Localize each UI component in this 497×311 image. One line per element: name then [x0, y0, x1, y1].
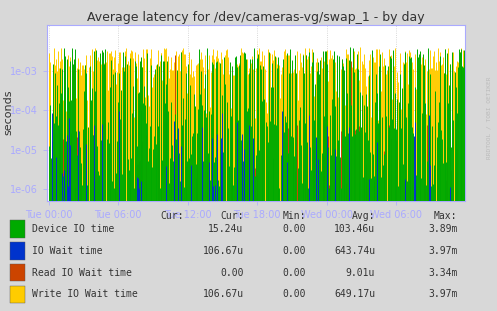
Text: Cur:: Cur: — [161, 211, 184, 221]
Text: Read IO Wait time: Read IO Wait time — [32, 268, 132, 278]
Text: 0.00: 0.00 — [220, 268, 244, 278]
Text: Min:: Min: — [282, 211, 306, 221]
Text: IO Wait time: IO Wait time — [32, 246, 103, 256]
FancyBboxPatch shape — [10, 264, 25, 281]
Text: Avg:: Avg: — [352, 211, 375, 221]
Text: 103.46u: 103.46u — [334, 224, 375, 234]
FancyBboxPatch shape — [10, 242, 25, 260]
Text: Device IO time: Device IO time — [32, 224, 114, 234]
Text: 15.24u: 15.24u — [208, 224, 244, 234]
FancyBboxPatch shape — [10, 220, 25, 238]
Text: 3.34m: 3.34m — [428, 268, 457, 278]
FancyBboxPatch shape — [10, 286, 25, 303]
Text: RRDTOOL / TOBI OETIKER: RRDTOOL / TOBI OETIKER — [486, 77, 491, 160]
Text: 106.67u: 106.67u — [202, 246, 244, 256]
Text: 3.97m: 3.97m — [428, 290, 457, 299]
Title: Average latency for /dev/cameras-vg/swap_1 - by day: Average latency for /dev/cameras-vg/swap… — [87, 11, 425, 24]
Text: 643.74u: 643.74u — [334, 246, 375, 256]
Text: Write IO Wait time: Write IO Wait time — [32, 290, 138, 299]
Text: Cur:: Cur: — [220, 211, 244, 221]
Text: 649.17u: 649.17u — [334, 290, 375, 299]
Text: 0.00: 0.00 — [282, 224, 306, 234]
Text: 0.00: 0.00 — [282, 268, 306, 278]
Text: 0.00: 0.00 — [282, 246, 306, 256]
Text: 106.67u: 106.67u — [202, 290, 244, 299]
Text: Max:: Max: — [434, 211, 457, 221]
Y-axis label: seconds: seconds — [4, 90, 14, 136]
Text: 3.97m: 3.97m — [428, 246, 457, 256]
Text: 0.00: 0.00 — [282, 290, 306, 299]
Text: 9.01u: 9.01u — [346, 268, 375, 278]
Text: 3.89m: 3.89m — [428, 224, 457, 234]
